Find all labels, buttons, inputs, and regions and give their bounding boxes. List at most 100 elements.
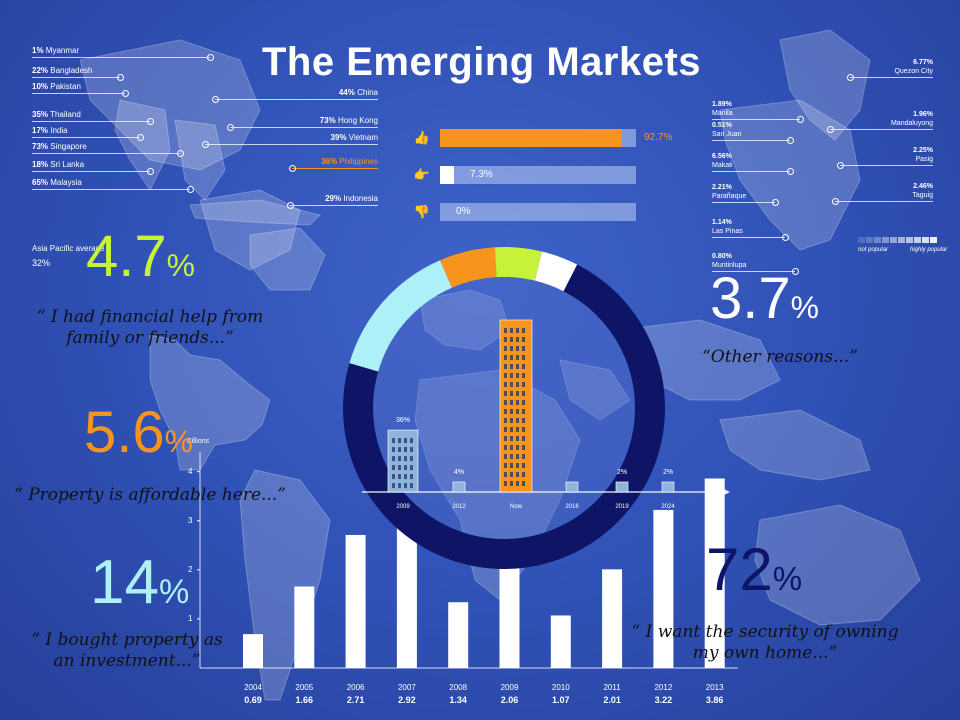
country-pct: 29% (325, 194, 342, 203)
city-pct: 1.14% (712, 219, 732, 226)
reason-quote: “ I bought property as an investment...” (31, 630, 222, 672)
y-tick-label: 1 (188, 613, 193, 623)
city-label: 1.89% Manila (712, 100, 733, 118)
leader-line (215, 99, 378, 100)
country-label: 65% Malaysia (32, 178, 82, 188)
map-point (787, 137, 794, 144)
map-point (137, 134, 144, 141)
building (565, 481, 579, 493)
bar (499, 566, 520, 668)
page-title: The Emerging Markets (262, 40, 702, 84)
country-name: Indonesia (341, 194, 378, 203)
percent-sign: % (158, 573, 190, 611)
sentiment-value: 0% (456, 206, 471, 217)
city-label: 1.96% Mandaluyong (891, 110, 933, 128)
leader-line (230, 127, 378, 128)
city-name: Quezon City (894, 68, 933, 75)
leader-line (32, 171, 150, 172)
city-name: Taguig (912, 192, 933, 199)
leader-line (32, 137, 140, 138)
x-tick-label: 2012 (654, 683, 673, 692)
reason-quote: “ I want the security of owning my own ho… (632, 622, 899, 664)
country-pct: 39% (330, 133, 347, 142)
country-pct: 10% (32, 82, 49, 91)
leader-line (835, 201, 933, 202)
country-label: 73% Hong Kong (320, 116, 378, 126)
building (499, 319, 533, 493)
country-name: Vietnam (346, 133, 378, 142)
legend-swatch (922, 237, 929, 243)
legend-swatch (914, 237, 921, 243)
city-label: 6.56% Makati (712, 152, 733, 170)
country-label: 39% Vietnam (331, 133, 378, 143)
sentiment-track (440, 203, 636, 221)
data-label: 2.71 (346, 695, 365, 705)
city-name: Parañaque (712, 193, 747, 200)
reason-quote: “Other reasons...” (702, 347, 858, 368)
country-label: 36% Philippines (321, 157, 378, 167)
legend-swatch (930, 237, 937, 243)
legend-swatch (906, 237, 913, 243)
x-tick-label: 2010 (551, 683, 570, 692)
city-name: Makati (712, 162, 733, 169)
donut-segment (494, 246, 543, 281)
map-point (187, 186, 194, 193)
leader-line (292, 168, 378, 169)
leader-line (32, 77, 120, 78)
indonesia-shape (189, 199, 321, 226)
map-point (837, 162, 844, 169)
reason-percentage: 5.6% (84, 404, 193, 462)
country-pct: 18% (32, 160, 49, 169)
country-name: Bangladesh (48, 66, 93, 75)
greenland-shape (199, 189, 301, 271)
bar (294, 586, 315, 668)
leader-line (712, 119, 800, 120)
asia-north-map-shape (79, 39, 261, 171)
bar (704, 478, 725, 668)
country-label: 35% Thailand (32, 110, 81, 120)
sentiment-fill (440, 129, 622, 147)
city-label: 2.25% Pasig (913, 146, 933, 164)
x-tick-label: 2007 (397, 683, 416, 692)
percent-sign: % (164, 423, 193, 459)
country-label: 22% Bangladesh (32, 66, 93, 76)
leader-line (840, 165, 933, 166)
country-pct: 1% (32, 46, 44, 55)
thumbs-sideways-icon: 👉 (413, 167, 431, 182)
reason-percentage: 72% (706, 540, 802, 600)
city-name: Mandaluyong (890, 120, 933, 127)
north-america-shape (149, 334, 271, 471)
city-label: 2.21% Parañaque (712, 183, 746, 201)
city-pct: 2.25% (913, 147, 933, 154)
leader-line (712, 237, 785, 238)
leader-line (32, 93, 125, 94)
country-pct: 65% (32, 178, 49, 187)
country-pct: 73% (32, 142, 49, 151)
reason-value: 14 (90, 548, 159, 617)
data-label: 3.22 (654, 695, 673, 705)
asia-average-value: 32% (32, 258, 51, 268)
country-label: 73% Singapore (32, 142, 87, 152)
reason-percentage: 3.7% (710, 270, 819, 328)
map-point (847, 74, 854, 81)
asia-average-label: Asia Pacific average (32, 244, 105, 253)
sentiment-track (440, 166, 636, 184)
leader-line (712, 140, 790, 141)
luzon-shape (779, 29, 871, 141)
country-label: 18% Sri Lanka (32, 160, 84, 170)
country-pct: 35% (32, 110, 49, 119)
legend-swatch (898, 237, 905, 243)
country-pct: 17% (32, 126, 49, 135)
y-axis-label: Billions (187, 438, 210, 445)
metro-manila-shape (719, 99, 861, 251)
map-point (782, 234, 789, 241)
city-pct: 2.21% (712, 184, 732, 191)
leader-line (712, 271, 795, 272)
leader-line (32, 121, 150, 122)
x-tick-label: 2009 (500, 683, 519, 692)
donut-segment (440, 247, 497, 288)
legend-swatch (858, 237, 865, 243)
city-pct: 0.51% (712, 122, 732, 129)
